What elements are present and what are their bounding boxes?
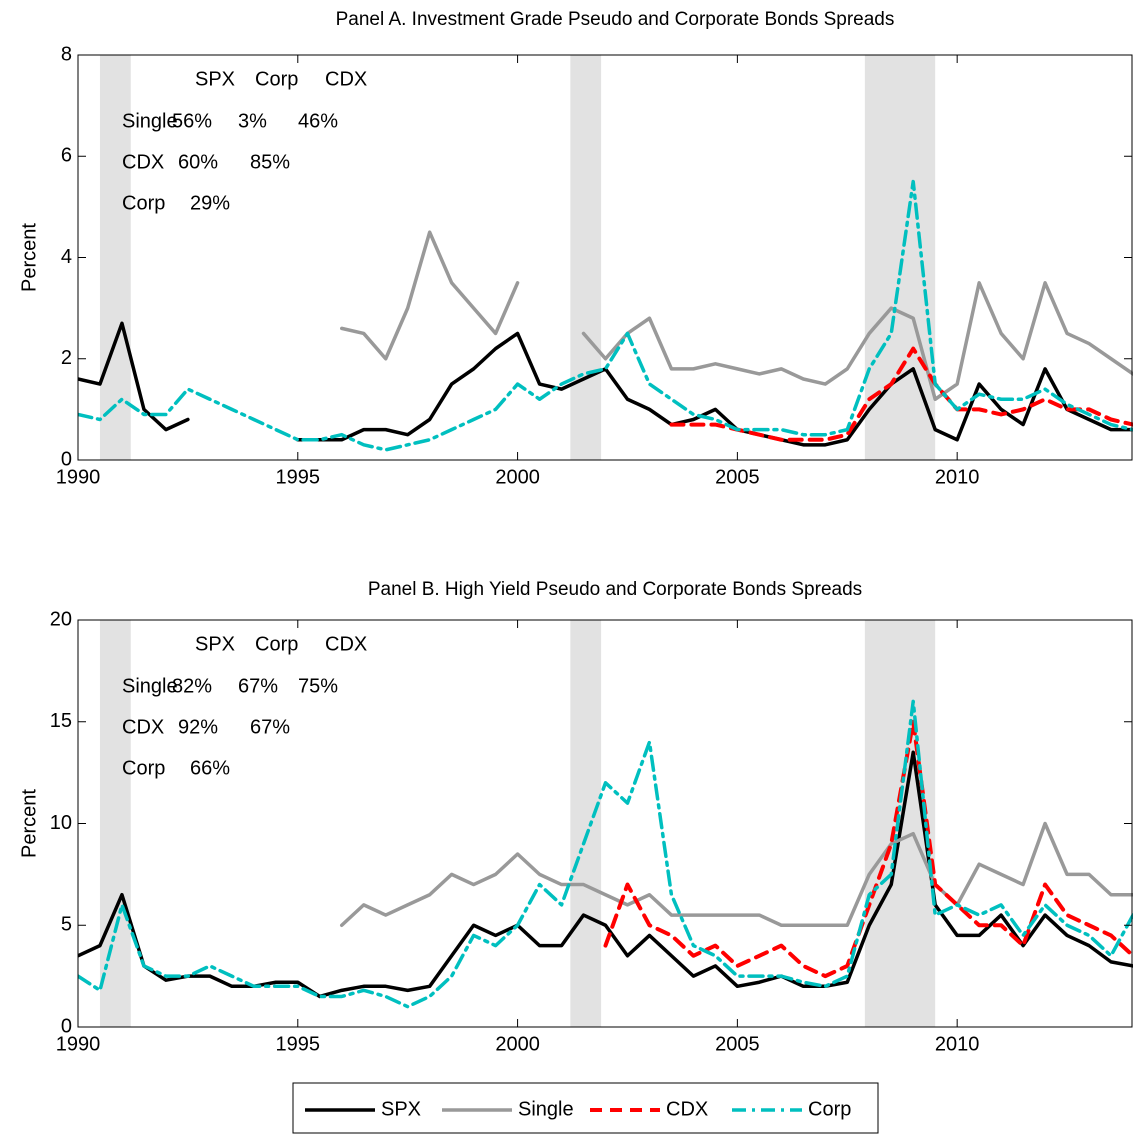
legend-label: Corp xyxy=(808,1098,851,1120)
annotation-cell: 92% xyxy=(178,716,218,738)
annotation-cell: Single xyxy=(122,110,178,132)
series-line xyxy=(342,824,1133,926)
annotation-cell: 66% xyxy=(190,757,230,779)
recession-shade xyxy=(570,620,601,1027)
y-tick-label: 8 xyxy=(61,43,72,65)
annotation-header: Corp xyxy=(255,68,298,90)
annotation-cell: 46% xyxy=(298,110,338,132)
legend-label: CDX xyxy=(666,1098,708,1120)
annotation-header: CDX xyxy=(325,68,367,90)
y-tick-label: 5 xyxy=(61,914,72,936)
annotation-cell: 75% xyxy=(298,675,338,697)
annotation-cell: Corp xyxy=(122,192,165,214)
y-axis-label: Percent xyxy=(18,789,40,858)
annotation-cell: 29% xyxy=(190,192,230,214)
x-tick-label: 2010 xyxy=(935,1033,980,1055)
x-tick-label: 2005 xyxy=(715,1033,760,1055)
legend-label: Single xyxy=(518,1098,574,1120)
y-tick-label: 20 xyxy=(50,608,72,630)
annotation-cell: 56% xyxy=(172,110,212,132)
chart-title: Panel A. Investment Grade Pseudo and Cor… xyxy=(336,9,895,30)
x-tick-label: 2000 xyxy=(495,466,540,488)
annotation-header: SPX xyxy=(195,633,235,655)
annotation-cell: Single xyxy=(122,675,178,697)
chart-title: Panel B. High Yield Pseudo and Corporate… xyxy=(368,579,862,600)
legend-label: SPX xyxy=(381,1098,421,1120)
x-tick-label: 1995 xyxy=(276,466,321,488)
y-axis-label: Percent xyxy=(18,223,40,292)
y-tick-label: 10 xyxy=(50,812,72,834)
annotation-cell: 60% xyxy=(178,151,218,173)
annotation-cell: 67% xyxy=(238,675,278,697)
y-tick-label: 6 xyxy=(61,145,72,167)
x-tick-label: 1995 xyxy=(276,1033,321,1055)
y-tick-label: 4 xyxy=(61,246,72,268)
annotation-cell: CDX xyxy=(122,716,164,738)
annotation-cell: 85% xyxy=(250,151,290,173)
series-line xyxy=(78,323,1133,445)
x-tick-label: 2005 xyxy=(715,466,760,488)
annotation-header: SPX xyxy=(195,68,235,90)
plot-frame xyxy=(78,620,1132,1027)
x-tick-label: 2000 xyxy=(495,1033,540,1055)
y-tick-label: 0 xyxy=(61,448,72,470)
annotation-cell: 3% xyxy=(238,110,267,132)
series-line xyxy=(342,232,1133,399)
annotation-header: CDX xyxy=(325,633,367,655)
y-tick-label: 0 xyxy=(61,1015,72,1037)
annotation-cell: Corp xyxy=(122,757,165,779)
x-tick-label: 2010 xyxy=(935,466,980,488)
annotation-header: Corp xyxy=(255,633,298,655)
y-tick-label: 15 xyxy=(50,710,72,732)
annotation-cell: 67% xyxy=(250,716,290,738)
annotation-cell: CDX xyxy=(122,151,164,173)
recession-shade xyxy=(570,55,601,460)
annotation-cell: 82% xyxy=(172,675,212,697)
series-line xyxy=(78,701,1133,1006)
y-tick-label: 2 xyxy=(61,347,72,369)
